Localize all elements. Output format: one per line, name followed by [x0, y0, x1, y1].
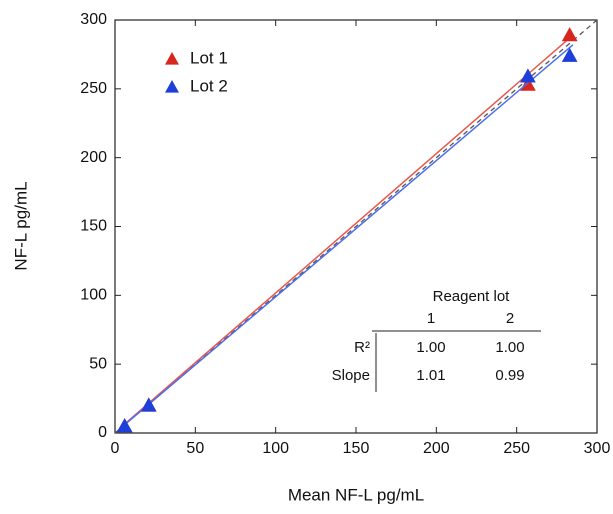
legend-label: Lot 2 [190, 76, 228, 95]
legend-label: Lot 1 [190, 48, 228, 67]
data-point [520, 68, 536, 83]
x-tick-label: 0 [111, 440, 120, 457]
x-tick-label: 50 [186, 440, 204, 457]
data-point [561, 47, 578, 62]
legend-marker [165, 80, 179, 93]
y-tick-label: 100 [80, 287, 107, 304]
legend-marker [165, 52, 179, 65]
table-cell: 1.00 [495, 339, 524, 356]
data-point [116, 418, 133, 433]
data-point [520, 76, 536, 91]
data-point [561, 27, 578, 42]
y-tick-label: 50 [89, 355, 107, 372]
table-cell: 1.00 [416, 339, 445, 356]
table-title: Reagent lot [433, 288, 511, 305]
y-tick-label: 250 [80, 80, 107, 97]
table-cell: 0.99 [495, 367, 524, 384]
table-cell: 1.01 [416, 367, 445, 384]
x-tick-label: 300 [584, 440, 611, 457]
x-axis-title: Mean NF-L pg/mL [288, 485, 424, 504]
y-tick-label: 200 [80, 149, 107, 166]
data-point [140, 397, 157, 412]
x-tick-label: 200 [423, 440, 450, 457]
table-row-label: R² [354, 339, 370, 356]
x-tick-label: 100 [262, 440, 289, 457]
y-tick-label: 0 [98, 424, 107, 441]
x-tick-label: 150 [343, 440, 370, 457]
table-row-label: Slope [332, 367, 370, 384]
table-column: 1 [427, 310, 435, 327]
y-axis-title: NF-L pg/mL [11, 181, 30, 270]
fit-line [119, 34, 574, 429]
identity-line [114, 19, 598, 434]
fit-line [119, 44, 574, 430]
table-column: 2 [506, 310, 514, 327]
x-tick-label: 250 [503, 440, 530, 457]
y-tick-label: 150 [80, 218, 107, 235]
y-tick-label: 300 [80, 11, 107, 28]
